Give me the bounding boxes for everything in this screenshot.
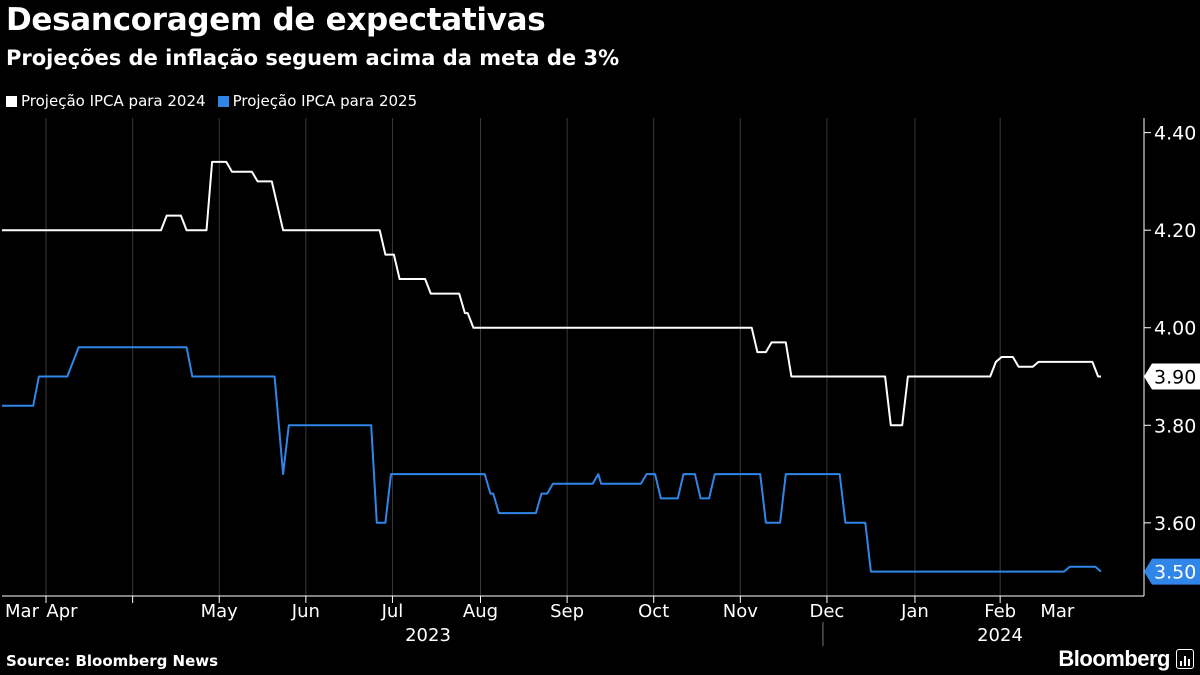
y-tick-label-0: 3.60	[1154, 513, 1196, 535]
x-tick-label-oct-7: Oct	[638, 601, 669, 622]
y-tick-label-1: 3.80	[1154, 415, 1196, 437]
legend-item-2025: Projeção IPCA para 2025	[217, 92, 418, 110]
source-note: Source: Bloomberg News	[6, 652, 219, 670]
legend-swatch-2025	[217, 95, 229, 107]
x-tick-label-mar-12: Mar	[1040, 601, 1075, 622]
last-value-label-2025: 3.50	[1154, 562, 1196, 584]
x-tick-label-mar-0: Mar	[5, 601, 40, 622]
x-tick-label-jun-3: Jun	[291, 601, 320, 622]
chart-legend: Projeção IPCA para 2024 Projeção IPCA pa…	[6, 92, 417, 110]
y-tick-label-2: 4.00	[1154, 318, 1196, 340]
x-tick-label-jan-10: Jan	[900, 601, 929, 622]
last-value-badge-2024	[1144, 363, 1200, 390]
x-tick-label-aug-5: Aug	[463, 601, 498, 622]
series-line-2025	[2, 346, 1102, 573]
bloomberg-brand: Bloomberg	[1058, 646, 1194, 672]
bloomberg-logo-icon	[1176, 649, 1194, 669]
x-year-label-2024: 2024	[977, 625, 1023, 646]
x-tick-label-apr-1: Apr	[46, 601, 78, 622]
x-tick-label-feb-11: Feb	[984, 601, 1016, 622]
legend-item-2024: Projeção IPCA para 2024	[6, 92, 206, 110]
y-tick-label-3: 4.20	[1154, 220, 1196, 242]
series-line-2024	[2, 160, 1101, 427]
x-tick-label-jul-4: Jul	[381, 601, 404, 622]
legend-swatch-2024	[6, 95, 17, 107]
legend-label-2025: Projeção IPCA para 2025	[232, 92, 418, 110]
chart-subtitle: Projeções de inflação seguem acima da me…	[6, 46, 620, 70]
chart-title: Desancoragem de expectativas	[6, 2, 546, 38]
brand-name: Bloomberg	[1058, 646, 1170, 671]
legend-label-2024: Projeção IPCA para 2024	[21, 92, 206, 110]
x-tick-label-dec-9: Dec	[810, 601, 845, 622]
x-year-label-2023: 2023	[405, 625, 451, 646]
x-tick-label-may-2: May	[201, 601, 239, 622]
y-tick-label-4: 4.40	[1154, 123, 1196, 145]
last-value-badge-2025	[1144, 558, 1200, 585]
x-tick-label-nov-8: Nov	[723, 601, 758, 622]
last-value-label-2024: 3.90	[1154, 367, 1196, 389]
x-tick-label-sep-6: Sep	[550, 601, 584, 622]
